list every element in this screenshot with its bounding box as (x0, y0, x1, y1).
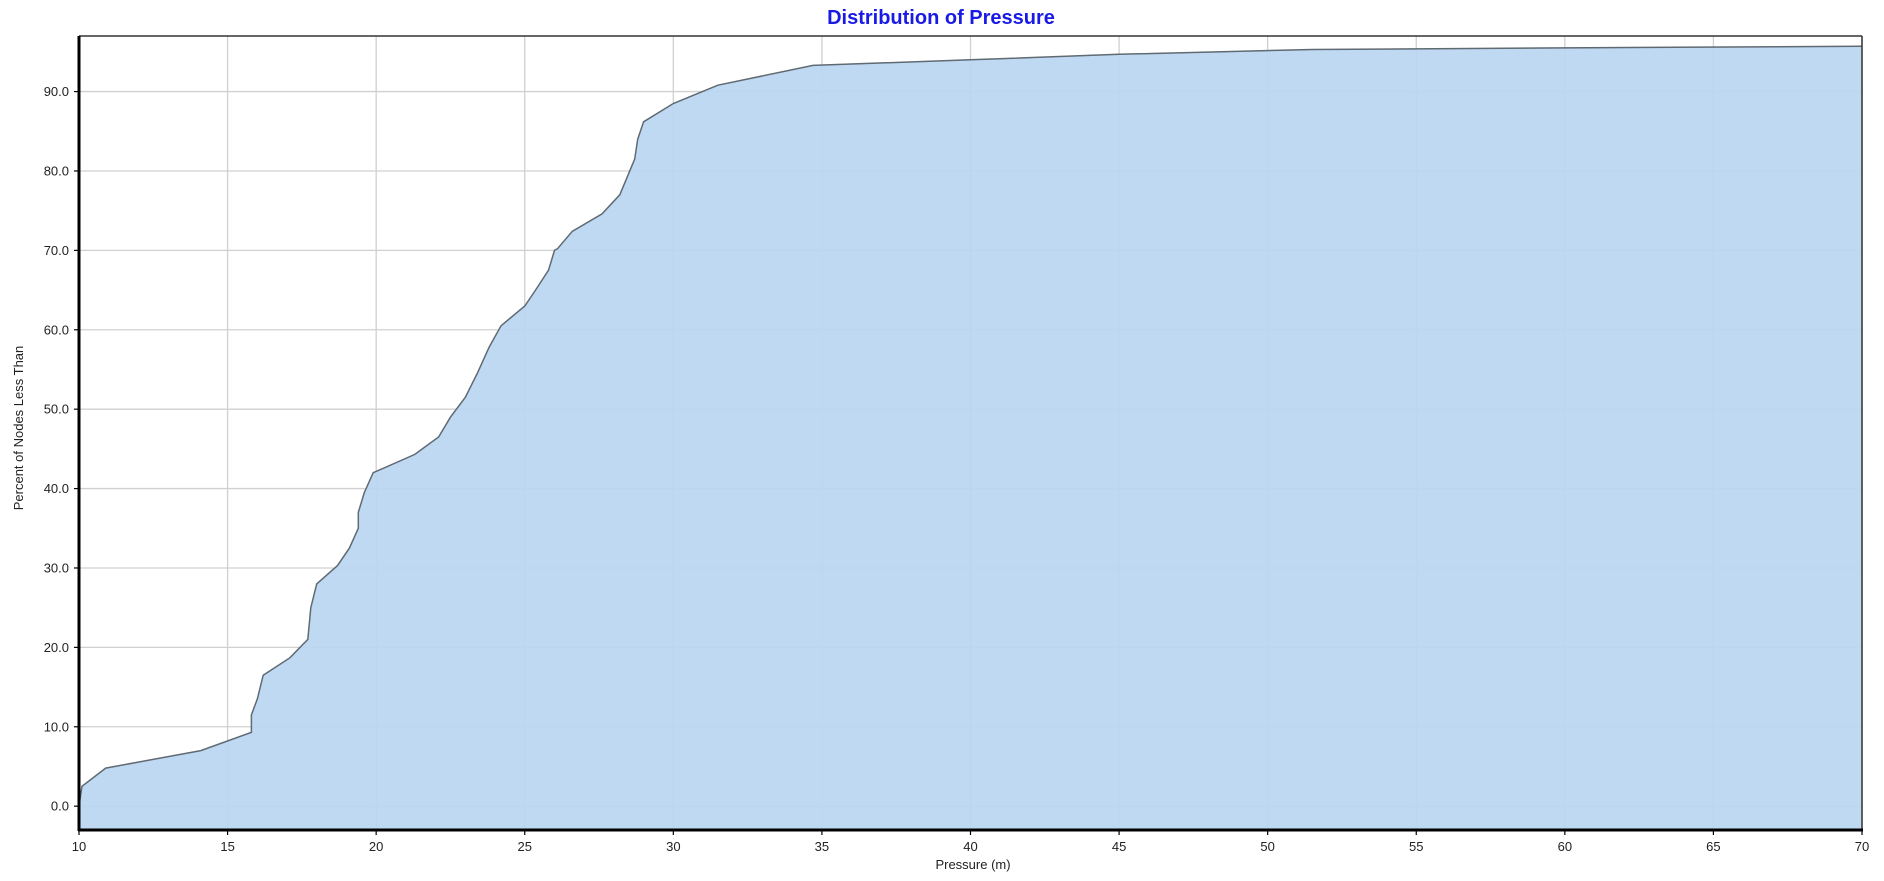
y-axis-label: Percent of Nodes Less Than (11, 346, 26, 511)
y-tick-label-80.0: 80.0 (44, 163, 69, 178)
x-tick-label-10: 10 (72, 839, 86, 854)
x-tick-label-35: 35 (815, 839, 829, 854)
x-tick-label-45: 45 (1112, 839, 1126, 854)
x-tick-label-65: 65 (1706, 839, 1720, 854)
y-tick-label-10.0: 10.0 (44, 719, 69, 734)
x-tick-label-60: 60 (1558, 839, 1572, 854)
cumulative-line (78, 45, 1863, 807)
y-tick-label-70.0: 70.0 (44, 243, 69, 258)
x-tick-label-50: 50 (1260, 839, 1274, 854)
x-axis-ticks: 10 15 20 25 30 35 40 45 50 55 60 65 70 (72, 830, 1869, 854)
y-tick-label-20.0: 20.0 (44, 640, 69, 655)
x-axis-label: Pressure (m) (935, 857, 1010, 872)
x-tick-label-20: 20 (369, 839, 383, 854)
x-tick-label-70: 70 (1855, 839, 1869, 854)
x-tick-label-40: 40 (963, 839, 977, 854)
x-tick-label-15: 15 (220, 839, 234, 854)
y-tick-label-50.0: 50.0 (44, 402, 69, 417)
cumulative-area (79, 46, 1862, 831)
y-tick-label-40.0: 40.0 (44, 481, 69, 496)
x-tick-label-25: 25 (518, 839, 532, 854)
y-axis-ticks: 0.0 10.0 20.0 30.0 40.0 50.0 60.0 70.0 80.0 90.0 (44, 84, 79, 814)
y-tick-label-90.0: 90.0 (44, 84, 69, 99)
y-tick-label-0.0: 0.0 (51, 799, 69, 814)
y-tick-label-60.0: 60.0 (44, 322, 69, 337)
x-tick-label-30: 30 (666, 839, 680, 854)
x-tick-label-55: 55 (1409, 839, 1423, 854)
y-tick-label-30.0: 30.0 (44, 560, 69, 575)
chart-title: Distribution of Pressure (827, 7, 1055, 29)
